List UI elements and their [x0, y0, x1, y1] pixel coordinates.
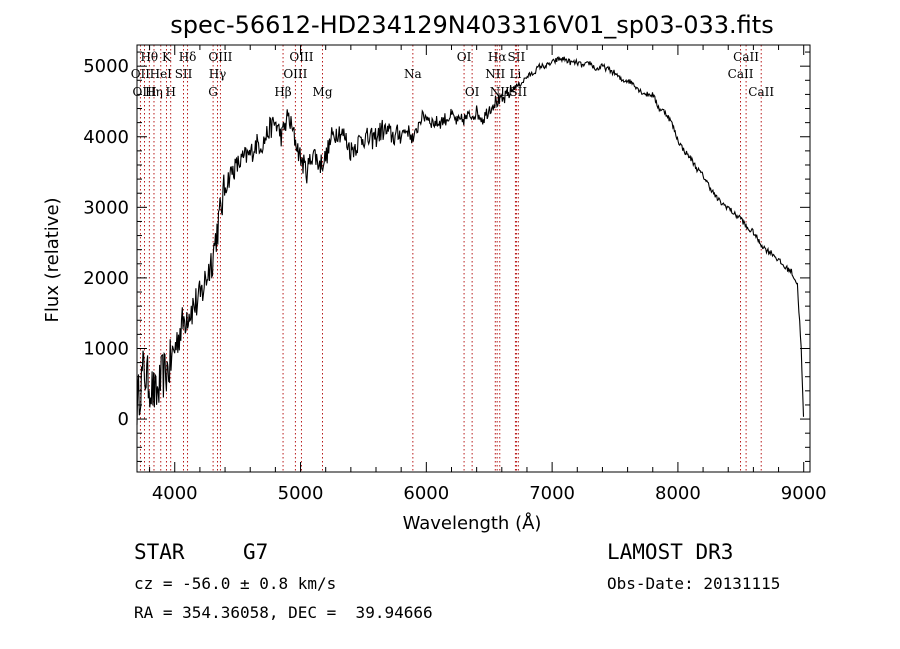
line-label: Li — [509, 67, 521, 81]
object-class: STAR — [134, 540, 185, 564]
line-label: OIII — [133, 85, 157, 99]
coordinates: RA = 354.36058, DEC = 39.94666 — [134, 603, 433, 622]
line-label: Hβ — [274, 85, 291, 99]
x-tick-label: 5000 — [278, 483, 324, 504]
line-label: Hη — [145, 85, 163, 99]
line-label: SII — [509, 85, 527, 99]
line-label: NII — [485, 67, 505, 81]
y-tick-label: 4000 — [83, 127, 129, 148]
line-label: SII — [175, 67, 193, 81]
line-label: Mg — [313, 85, 333, 99]
spectrum-line — [136, 56, 805, 425]
line-label: K — [162, 50, 172, 64]
line-label: OIII — [283, 67, 307, 81]
object-subclass: G7 — [243, 540, 269, 564]
y-tick-label: 0 — [118, 409, 129, 430]
obs-date: Obs-Date: 20131115 — [607, 574, 781, 593]
x-tick-label: 4000 — [152, 483, 198, 504]
x-tick-label: 6000 — [403, 483, 449, 504]
line-label: OIII — [289, 50, 313, 64]
line-label: Hθ — [140, 50, 158, 64]
line-label: CaII — [748, 85, 774, 99]
y-tick-label: 1000 — [83, 338, 129, 359]
x-tick-label: 7000 — [529, 483, 575, 504]
line-label: OII — [131, 67, 151, 81]
line-label: SII — [508, 50, 526, 64]
line-label: Hα — [488, 50, 507, 64]
y-tick-label: 3000 — [83, 197, 129, 218]
y-tick-label: 5000 — [83, 56, 129, 77]
survey-name: LAMOST DR3 — [607, 540, 734, 564]
line-label: G — [208, 85, 218, 99]
cz-value: cz = -56.0 ± 0.8 km/s — [134, 574, 337, 593]
line-label: Hγ — [209, 67, 227, 81]
line-label: CaII — [733, 50, 759, 64]
y-axis-label: Flux (relative) — [42, 197, 63, 322]
x-tick-label: 9000 — [781, 483, 827, 504]
x-tick-label: 8000 — [655, 483, 701, 504]
line-label: CaII — [728, 67, 754, 81]
x-axis-label: Wavelength (Å) — [403, 512, 542, 534]
line-label: H — [165, 85, 175, 99]
line-label: Na — [404, 67, 422, 81]
line-label: OI — [457, 50, 472, 64]
line-label: OIII — [208, 50, 232, 64]
plot-frame — [136, 44, 811, 473]
line-label: Hδ — [179, 50, 197, 64]
axes: 4000 5000 6000 7000 8000 9000 0 1000 2000 3000 400… — [83, 44, 827, 504]
line-label: OI — [465, 85, 480, 99]
plot-area — [136, 56, 805, 425]
chart-title: spec-56612-HD234129N403316V01_sp03-033.f… — [170, 11, 773, 39]
line-label: HeI — [150, 67, 173, 81]
y-tick-label: 2000 — [83, 268, 129, 289]
